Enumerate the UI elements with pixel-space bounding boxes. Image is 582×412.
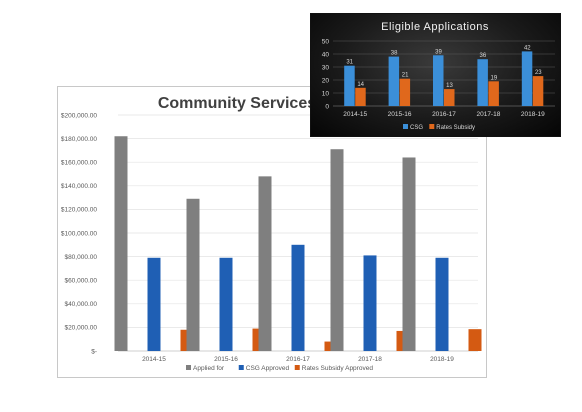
inset-chart-title: Eligible Applications <box>381 21 489 33</box>
main-y-tick-label: $- <box>91 348 97 355</box>
inset-legend-swatch <box>403 124 408 129</box>
inset-y-tick-label: 0 <box>325 103 329 110</box>
inset-data-label: 39 <box>435 49 442 55</box>
inset-legend-swatch <box>429 124 435 129</box>
inset-bar <box>488 81 499 106</box>
inset-bar <box>355 87 366 106</box>
inset-y-tick-label: 50 <box>322 38 330 45</box>
main-legend-label: CSG Approved <box>246 365 290 372</box>
main-bar <box>435 257 449 351</box>
inset-data-label: 23 <box>535 70 542 76</box>
inset-x-tick-label: 2015-16 <box>388 111 412 118</box>
main-x-tick-label: 2017-18 <box>358 356 382 363</box>
inset-data-label: 21 <box>402 73 409 79</box>
inset-bar <box>444 89 455 106</box>
main-bar <box>363 255 377 351</box>
main-x-tick-label: 2016-17 <box>286 356 310 363</box>
inset-chart-svg: Eligible Applications 0 10 20 30 40 50 31 14 38… <box>322 21 555 131</box>
inset-y-tick-label: 20 <box>322 77 330 84</box>
main-bar <box>258 176 272 351</box>
main-legend-swatch <box>294 365 300 370</box>
inset-data-label: 14 <box>357 82 364 88</box>
inset-legend-label: Rates Subsidy <box>436 125 475 131</box>
main-x-tick-label: 2014-15 <box>142 356 166 363</box>
main-y-tick-label: $100,000.00 <box>61 230 98 237</box>
inset-data-label: 13 <box>446 83 453 89</box>
main-bar <box>114 136 128 351</box>
inset-bar <box>399 78 411 106</box>
main-bar <box>147 257 161 351</box>
main-y-tick-label: $160,000.00 <box>61 160 98 167</box>
main-bar <box>219 257 233 351</box>
inset-bar <box>532 76 544 106</box>
main-y-tick-label: $120,000.00 <box>61 207 98 214</box>
main-y-tick-label: $180,000.00 <box>61 136 98 143</box>
inset-data-label: 42 <box>524 45 531 51</box>
main-bar <box>186 198 200 351</box>
inset-x-tick-label: 2018-19 <box>521 111 545 118</box>
main-y-tick-label: $200,000.00 <box>61 112 98 119</box>
main-bar <box>291 244 305 351</box>
main-bar <box>402 157 416 351</box>
main-legend-swatch <box>186 365 191 370</box>
inset-y-tick-label: 40 <box>322 51 330 58</box>
inset-data-label: 36 <box>480 53 487 59</box>
inset-x-tick-label: 2016-17 <box>432 111 456 118</box>
inset-data-label: 38 <box>391 51 398 57</box>
eligible-applications-chart: Eligible Applications 0 10 20 30 40 50 31 14 38… <box>310 13 561 137</box>
main-bar <box>468 329 482 351</box>
inset-bar <box>388 56 400 106</box>
main-x-tick-label: 2018-19 <box>430 356 454 363</box>
main-legend-label: Rates Subsidy Approved <box>302 365 374 372</box>
main-y-tick-label: $80,000.00 <box>64 254 97 261</box>
main-bar <box>330 149 344 351</box>
main-y-tick-label: $60,000.00 <box>64 278 97 285</box>
inset-bar <box>344 65 355 106</box>
main-y-tick-label: $20,000.00 <box>64 325 97 332</box>
inset-y-tick-label: 30 <box>322 64 330 71</box>
inset-data-label: 31 <box>346 60 353 66</box>
inset-legend-label: CSG <box>410 125 423 131</box>
inset-x-tick-label: 2014-15 <box>343 111 367 118</box>
main-legend-swatch <box>238 365 244 370</box>
main-x-tick-label: 2015-16 <box>214 356 238 363</box>
inset-y-tick-label: 10 <box>322 90 330 97</box>
inset-bar <box>477 59 488 106</box>
main-y-tick-label: $40,000.00 <box>64 301 97 308</box>
main-legend-label: Applied for <box>193 365 225 372</box>
inset-bar <box>521 51 533 106</box>
inset-data-label: 19 <box>491 75 498 81</box>
inset-x-tick-label: 2017-18 <box>476 111 500 118</box>
inset-bar <box>433 55 444 106</box>
main-y-tick-label: $140,000.00 <box>61 183 98 190</box>
